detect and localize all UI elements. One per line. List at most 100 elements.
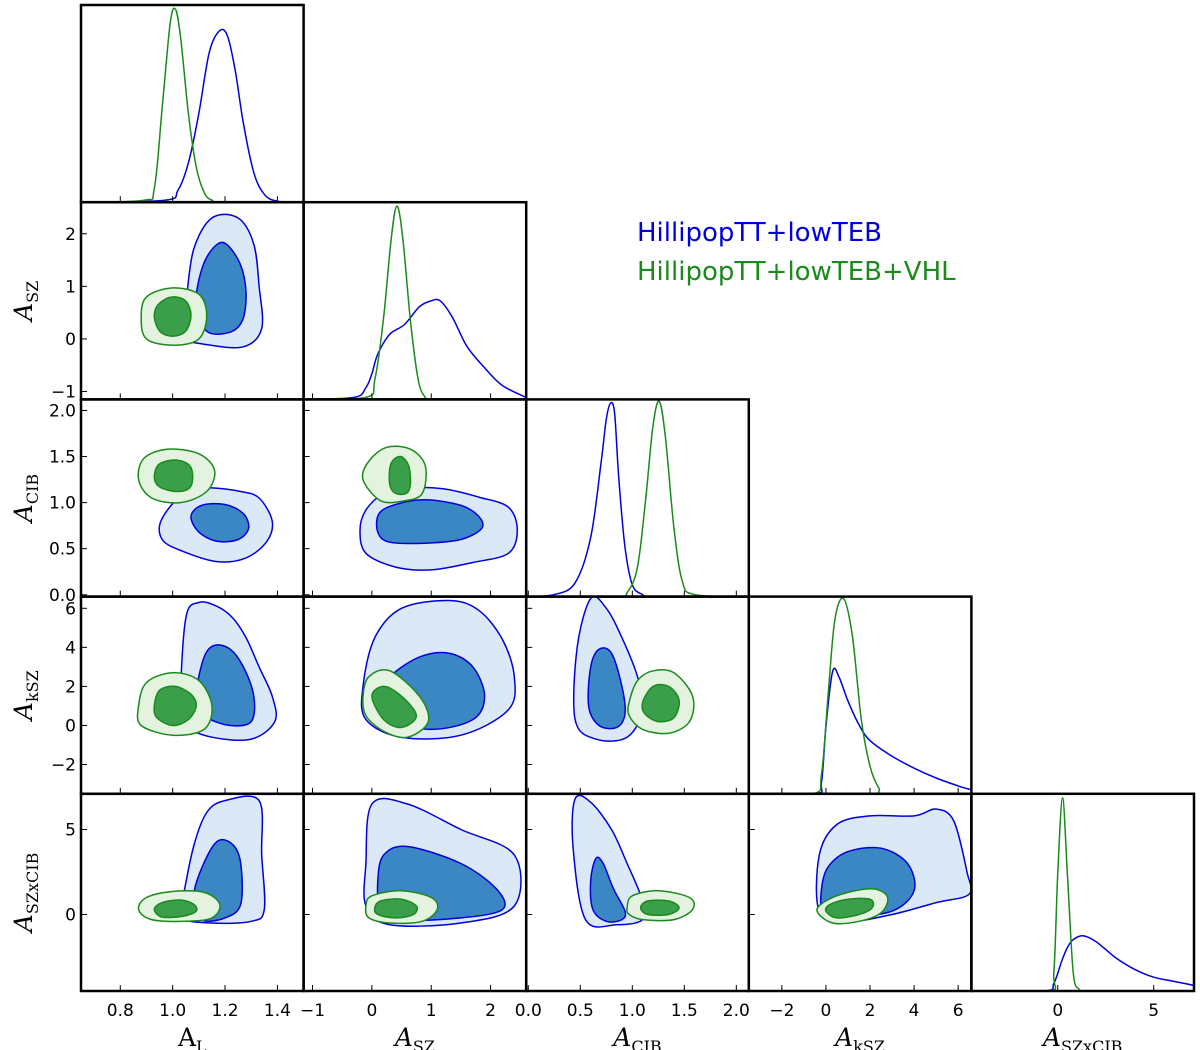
panel-body xyxy=(140,213,264,349)
panel-ACIB-AkSZ xyxy=(524,595,751,796)
axis-label-subscript: CIB xyxy=(23,474,42,504)
x-tick-label: 1.0 xyxy=(159,1001,186,1021)
axis-label-symbol: A xyxy=(9,702,38,722)
x-tick-label: 2 xyxy=(865,1001,876,1021)
contour-68-series-2 xyxy=(373,898,419,919)
x-tick-label: 1.5 xyxy=(671,1001,698,1021)
panel-body xyxy=(303,205,527,400)
panel-body xyxy=(137,795,266,925)
panel-frame xyxy=(79,3,305,204)
marginal-line-ASZxCIB-series-1 xyxy=(971,935,1195,991)
panel-frame xyxy=(747,595,973,796)
x-tick-label: −2 xyxy=(769,1001,794,1021)
y-tick-label: 5 xyxy=(65,821,76,841)
y-tick-label: 6 xyxy=(65,599,76,619)
y-tick-label: 0 xyxy=(65,906,76,926)
axis-label-subscript: SZxCIB xyxy=(23,853,42,914)
y-tick-label: 2 xyxy=(65,225,76,245)
marginal-line-AkSZ-series-2 xyxy=(748,597,972,794)
panel-frame xyxy=(302,200,528,401)
axis-label-symbol: A xyxy=(9,914,38,934)
axis-label-subscript: SZxCIB xyxy=(1061,1037,1122,1050)
contour-68-series-2 xyxy=(641,683,681,723)
panel-body xyxy=(815,808,972,925)
axis-label-symbol: A xyxy=(1041,1023,1061,1050)
axis-label-ASZxCIB: ASZxCIB xyxy=(9,853,42,934)
panel-AL-AL xyxy=(79,3,305,204)
panel-body xyxy=(526,400,749,597)
legend: HillipopTT+lowTEB HillipopTT+lowTEB+VHL xyxy=(637,218,956,287)
axis-label-symbol: A xyxy=(393,1023,413,1050)
axis-label-symbol: A xyxy=(9,303,38,323)
marginal-line-ACIB-series-2 xyxy=(526,400,749,597)
axis-label-ASZ: ASZ xyxy=(9,281,42,323)
y-tick-label: 1.0 xyxy=(49,494,76,514)
panel-ASZ-ACIB xyxy=(302,398,528,598)
axis-label-subscript: kSZ xyxy=(853,1037,885,1050)
x-tick-label: 0 xyxy=(366,1001,377,1021)
contour-68-series-1 xyxy=(587,647,626,730)
contour-68-series-2 xyxy=(153,899,198,919)
panel-AkSZ-AkSZ xyxy=(747,595,973,796)
x-tick-label: 0.5 xyxy=(567,1001,594,1021)
axis-label-symbol: A xyxy=(833,1023,853,1050)
legend-entry-hillipop: HillipopTT+lowTEB xyxy=(637,218,882,248)
x-tick-label: 1.4 xyxy=(264,1001,291,1021)
contour-68-series-2 xyxy=(639,899,680,917)
x-tick-label: 1.0 xyxy=(619,1001,646,1021)
legend-entry-hillipop-vhl: HillipopTT+lowTEB+VHL xyxy=(637,257,956,287)
axis-label-subscript: SZ xyxy=(413,1037,435,1050)
axis-label-symbol: A xyxy=(611,1023,631,1050)
marginal-line-ASZ-series-1 xyxy=(303,298,527,400)
x-tick-label: 0 xyxy=(1052,1001,1063,1021)
panel-body xyxy=(359,445,519,571)
x-tick-label: 1.2 xyxy=(212,1001,239,1021)
panel-AL-AkSZ: −2 0 2 4 6 xyxy=(51,595,305,796)
panel-frame xyxy=(970,792,1196,993)
marginal-line-AkSZ-series-1 xyxy=(748,667,972,794)
axis-label-ASZ: ASZ xyxy=(393,1023,435,1050)
contour-68-series-2 xyxy=(824,897,875,919)
x-tick-label: 2 xyxy=(485,1001,496,1021)
contour-68-series-2 xyxy=(371,685,418,729)
axis-label-ASZxCIB: ASZxCIB xyxy=(1041,1023,1122,1050)
panel-AkSZ-ASZxCIB: −2 0 2 4 6 xyxy=(747,792,973,1021)
x-tick-label: 2.0 xyxy=(723,1001,750,1021)
axis-label-AkSZ: AkSZ xyxy=(9,670,42,722)
axis-label-AkSZ: AkSZ xyxy=(833,1023,885,1050)
panel-body xyxy=(748,597,972,794)
axis-label-ACIB: ACIB xyxy=(9,474,42,524)
x-tick-label: −1 xyxy=(300,1001,325,1021)
contour-68-series-2 xyxy=(388,455,412,496)
marginal-line-ASZ-series-2 xyxy=(303,205,527,400)
panel-body xyxy=(360,599,516,740)
panel-body xyxy=(971,796,1195,991)
x-tick-label: 6 xyxy=(953,1001,964,1021)
y-tick-label: 2 xyxy=(65,677,76,697)
y-tick-label: 0 xyxy=(65,330,76,350)
panel-body xyxy=(137,448,274,563)
y-tick-label: −2 xyxy=(51,756,76,776)
axis-label-subscript: L xyxy=(196,1037,207,1050)
marginal-line-AL-series-2 xyxy=(81,7,304,203)
panel-ACIB-ASZxCIB: 0.0 0.5 1.0 1.5 2.0 xyxy=(515,792,751,1021)
contour-68-series-1 xyxy=(195,241,247,335)
axis-label-subscript: kSZ xyxy=(23,670,42,702)
contour-68-series-1 xyxy=(589,856,627,923)
y-tick-label: 1.5 xyxy=(49,448,76,468)
axis-label-AL: AL xyxy=(177,1023,207,1050)
y-tick-label: 1 xyxy=(65,277,76,297)
y-tick-label: 4 xyxy=(65,638,76,658)
contour-68-series-1 xyxy=(190,502,250,543)
x-tick-label: 5 xyxy=(1148,1001,1159,1021)
y-tick-label: 2.0 xyxy=(49,401,76,421)
panel-AL-ACIB: 0.0 0.5 1.0 1.5 2.0 xyxy=(49,398,305,606)
contour-68-series-2 xyxy=(153,459,194,493)
marginal-line-AL-series-1 xyxy=(81,28,304,203)
panel-AL-ASZ: −1 0 1 2 xyxy=(51,200,305,403)
x-tick-label: 0 xyxy=(821,1001,832,1021)
y-tick-label: 0.5 xyxy=(49,540,76,560)
axis-label-subscript: CIB xyxy=(631,1037,661,1050)
